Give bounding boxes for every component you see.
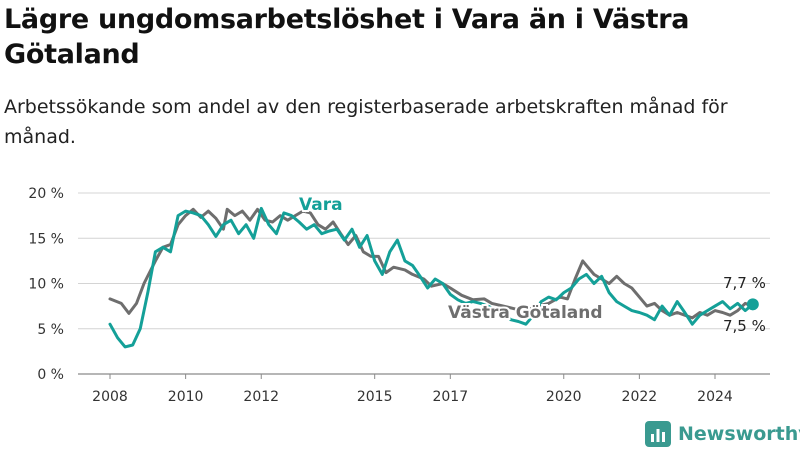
series-vara bbox=[108, 206, 759, 349]
y-tick-label: 5 % bbox=[37, 322, 64, 338]
chart-title: Lägre ungdomsarbetslöshet i Vara än i Vä… bbox=[4, 4, 690, 70]
x-tick-label: 2017 bbox=[432, 389, 468, 405]
end-label-vara: 7,7 % bbox=[723, 274, 766, 292]
series-vastra-gotaland bbox=[108, 207, 755, 320]
end-label-vastra-gotaland: 7,5 % bbox=[723, 317, 766, 335]
bar-chart-icon bbox=[645, 421, 671, 447]
series-label-vara: Vara bbox=[299, 195, 343, 215]
series-label-vastra-gotaland: Västra Götaland bbox=[448, 303, 603, 323]
newsworthy-logo: Newsworthy bbox=[645, 421, 800, 447]
series-line-vara bbox=[108, 206, 755, 349]
end-point-vara bbox=[746, 298, 759, 311]
x-tick-label: 2020 bbox=[546, 389, 582, 405]
y-axis-ticks: 0 % 5 % 10 % 15 % 20 % bbox=[28, 186, 64, 383]
y-tick-label: 20 % bbox=[28, 186, 64, 202]
x-tick-label: 2012 bbox=[243, 389, 279, 405]
series-labels: Vara Västra Götaland 7,7 % 7,5 % bbox=[297, 193, 766, 335]
y-tick-label: 0 % bbox=[37, 367, 64, 383]
x-axis-ticks: 2008 2010 2012 2015 2017 2020 2022 2024 bbox=[92, 374, 733, 405]
x-tick-label: 2008 bbox=[92, 389, 128, 405]
series-line-vastra-gotaland bbox=[108, 207, 755, 320]
x-tick-label: 2010 bbox=[168, 389, 204, 405]
x-tick-label: 2015 bbox=[357, 389, 393, 405]
y-tick-label: 15 % bbox=[28, 231, 64, 247]
y-tick-label: 10 % bbox=[28, 277, 64, 293]
x-tick-label: 2022 bbox=[622, 389, 658, 405]
chart-subtitle: Arbetssökande som andel av den registerb… bbox=[4, 96, 728, 148]
brand-name: Newsworthy bbox=[678, 423, 800, 445]
x-tick-label: 2024 bbox=[697, 389, 733, 405]
